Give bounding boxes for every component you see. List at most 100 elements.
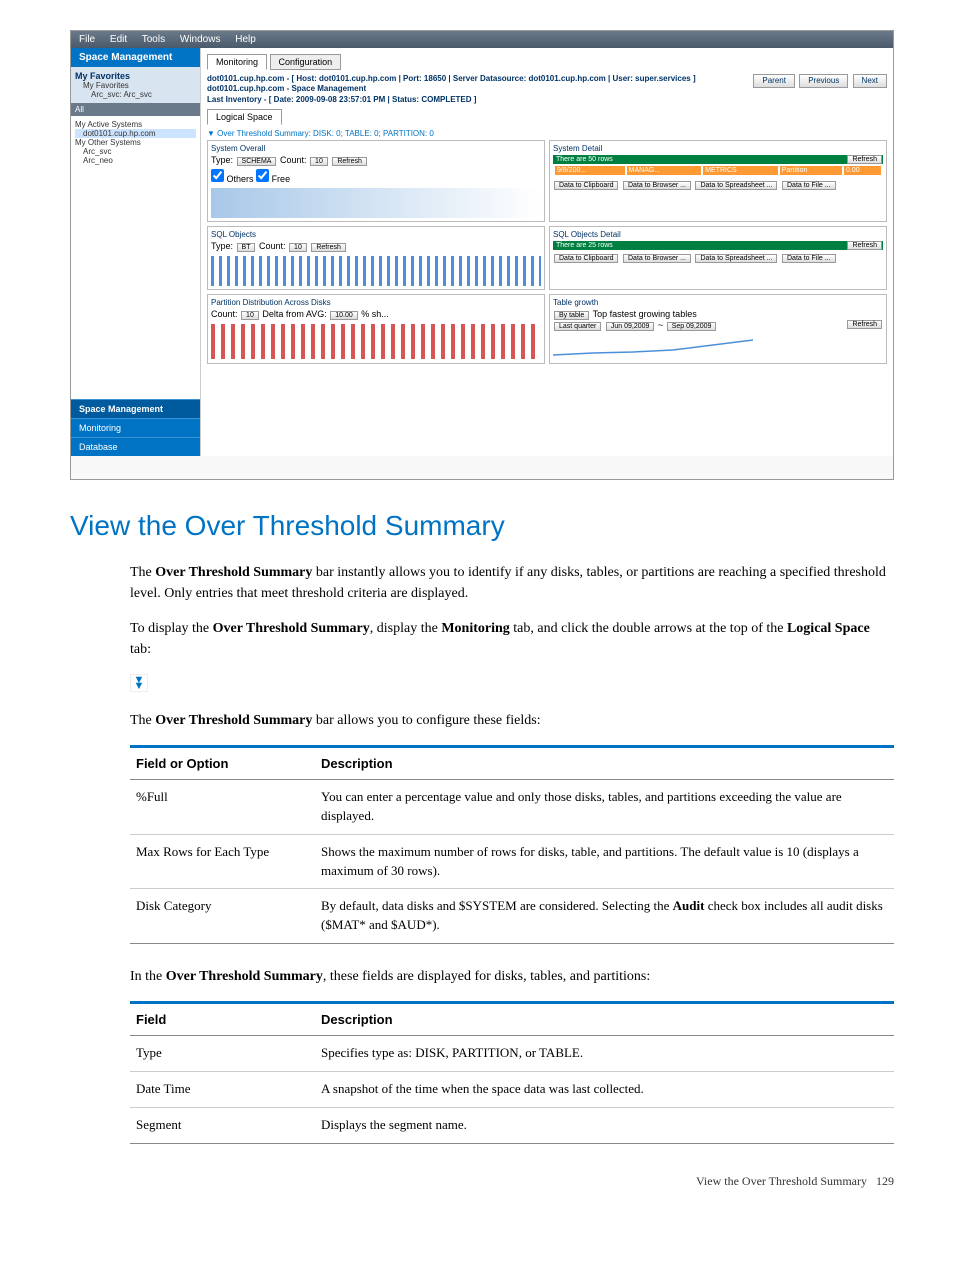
tab-configuration[interactable]: Configuration bbox=[270, 54, 342, 70]
sidebar-title: Space Management bbox=[71, 48, 200, 67]
panel-partition-dist: Partition Distribution Across Disks Coun… bbox=[207, 294, 545, 364]
info-line3: Last Inventory - [ Date: 2009-09-08 23:5… bbox=[207, 95, 476, 104]
expand-arrows-icon[interactable]: ▼ bbox=[207, 129, 215, 138]
count-input-3[interactable]: 10 bbox=[241, 311, 259, 320]
others-checkbox[interactable] bbox=[211, 169, 224, 182]
date-to[interactable]: Sep 09,2009 bbox=[667, 322, 717, 331]
type-select-2[interactable]: BT bbox=[237, 243, 256, 252]
tree-active-systems[interactable]: My Active Systems bbox=[75, 120, 196, 129]
spreadsheet-button-2[interactable]: Data to Spreadsheet ... bbox=[695, 254, 777, 263]
menubar: File Edit Tools Windows Help bbox=[71, 31, 893, 48]
delta-unit: % sh... bbox=[361, 309, 389, 319]
nav-monitoring[interactable]: Monitoring bbox=[71, 418, 200, 437]
fields-table-1: Field or Option Description %Full You ca… bbox=[130, 745, 894, 944]
table1-header-2: Description bbox=[315, 747, 894, 780]
delta-label: Delta from AVG: bbox=[262, 309, 326, 319]
paragraph-4: In the Over Threshold Summary, these fie… bbox=[130, 966, 894, 987]
panel-table-growth: Table growth By table Top fastest growin… bbox=[549, 294, 887, 364]
file-button[interactable]: Data to File ... bbox=[782, 181, 836, 190]
menu-file[interactable]: File bbox=[79, 34, 95, 45]
count-label-3: Count: bbox=[211, 309, 238, 319]
paragraph-2: To display the Over Threshold Summary, d… bbox=[130, 618, 894, 660]
clipboard-button-2[interactable]: Data to Clipboard bbox=[554, 254, 618, 263]
section-heading: View the Over Threshold Summary bbox=[70, 510, 894, 542]
fields-table-2: Field Description Type Specifies type as… bbox=[130, 1001, 894, 1144]
browser-button-2[interactable]: Data to Browser ... bbox=[623, 254, 691, 263]
spreadsheet-button[interactable]: Data to Spreadsheet ... bbox=[695, 181, 777, 190]
threshold-summary-text: Over Threshold Summary: DISK: 0; TABLE: … bbox=[217, 129, 434, 138]
t2r3c2: Displays the segment name. bbox=[315, 1107, 894, 1143]
t1r3c1: Disk Category bbox=[130, 889, 315, 944]
rows-banner-1: There are 50 rows bbox=[553, 155, 883, 164]
menu-edit[interactable]: Edit bbox=[110, 34, 127, 45]
t1r1c1: %Full bbox=[130, 780, 315, 835]
paragraph-3: The Over Threshold Summary bar allows yo… bbox=[130, 710, 894, 731]
count-input-2[interactable]: 10 bbox=[289, 243, 307, 252]
tab-monitoring[interactable]: Monitoring bbox=[207, 54, 267, 70]
footer-title: View the Over Threshold Summary bbox=[696, 1174, 867, 1188]
clipboard-button[interactable]: Data to Clipboard bbox=[554, 181, 618, 190]
nav-database[interactable]: Database bbox=[71, 437, 200, 456]
panel-sql-objects: SQL Objects Type: BT Count: 10 Refresh bbox=[207, 226, 545, 290]
t2r3c1: Segment bbox=[130, 1107, 315, 1143]
count-input[interactable]: 10 bbox=[310, 157, 328, 166]
menu-help[interactable]: Help bbox=[235, 34, 256, 45]
free-checkbox[interactable] bbox=[256, 169, 269, 182]
refresh-button-2[interactable]: Refresh bbox=[847, 155, 882, 164]
refresh-button-5[interactable]: Refresh bbox=[847, 320, 882, 329]
delta-input[interactable]: 10.00 bbox=[330, 311, 358, 320]
menu-tools[interactable]: Tools bbox=[142, 34, 165, 45]
t1r2c1: Max Rows for Each Type bbox=[130, 834, 315, 889]
all-header: All bbox=[71, 103, 200, 116]
free-label: Free bbox=[272, 174, 291, 184]
previous-button[interactable]: Previous bbox=[799, 74, 848, 88]
tree-host[interactable]: dot0101.cup.hp.com bbox=[75, 129, 196, 138]
next-button[interactable]: Next bbox=[853, 74, 887, 88]
app-screenshot: File Edit Tools Windows Help Space Manag… bbox=[70, 30, 894, 480]
page-footer: View the Over Threshold Summary 129 bbox=[70, 1174, 894, 1189]
file-button-2[interactable]: Data to File ... bbox=[782, 254, 836, 263]
table-row: Type Specifies type as: DISK, PARTITION,… bbox=[130, 1036, 894, 1072]
table-row: %Full You can enter a percentage value a… bbox=[130, 780, 894, 835]
t1r3c2: By default, data disks and $SYSTEM are c… bbox=[315, 889, 894, 944]
t1r1c2: You can enter a percentage value and onl… bbox=[315, 780, 894, 835]
tree-arc-svc[interactable]: Arc_svc bbox=[75, 147, 196, 156]
table2-header-1: Field bbox=[130, 1003, 315, 1036]
chart-bar-1 bbox=[211, 188, 541, 218]
count-label: Count: bbox=[280, 155, 307, 165]
main-content: Monitoring Configuration Parent Previous… bbox=[201, 48, 893, 456]
refresh-button-3[interactable]: Refresh bbox=[311, 243, 346, 252]
type-label-2: Type: bbox=[211, 241, 233, 251]
parent-button[interactable]: Parent bbox=[753, 74, 795, 88]
tree-other-systems[interactable]: My Other Systems bbox=[75, 138, 196, 147]
table-growth-title: Table growth bbox=[553, 298, 883, 307]
count-label-2: Count: bbox=[259, 241, 286, 251]
refresh-button-4[interactable]: Refresh bbox=[847, 241, 882, 250]
cell-3: METRICS bbox=[703, 166, 777, 175]
sql-objects-title: SQL Objects bbox=[211, 230, 541, 239]
fav-item-2[interactable]: Arc_svc: Arc_svc bbox=[75, 90, 196, 99]
tab-logical-space[interactable]: Logical Space bbox=[207, 109, 282, 125]
table1-header-1: Field or Option bbox=[130, 747, 315, 780]
fav-item-1[interactable]: My Favorites bbox=[75, 81, 196, 90]
panel-system-detail: System Detail Refresh There are 50 rows … bbox=[549, 140, 887, 222]
by-table-tab[interactable]: By table bbox=[554, 311, 589, 320]
table-row: Segment Displays the segment name. bbox=[130, 1107, 894, 1143]
period-select[interactable]: Last quarter bbox=[554, 322, 601, 331]
panel-system-overall: System Overall Type: SCHEMA Count: 10 Re… bbox=[207, 140, 545, 222]
sql-detail-title: SQL Objects Detail bbox=[553, 230, 883, 239]
t1r2c2: Shows the maximum number of rows for dis… bbox=[315, 834, 894, 889]
type-select[interactable]: SCHEMA bbox=[237, 157, 277, 166]
date-from[interactable]: Jun 09,2009 bbox=[606, 322, 655, 331]
menu-windows[interactable]: Windows bbox=[180, 34, 221, 45]
table-row: Disk Category By default, data disks and… bbox=[130, 889, 894, 944]
tree-arc-neo[interactable]: Arc_neo bbox=[75, 156, 196, 165]
system-detail-title: System Detail bbox=[553, 144, 883, 153]
nav-space-mgmt[interactable]: Space Management bbox=[71, 399, 200, 418]
browser-button[interactable]: Data to Browser ... bbox=[623, 181, 691, 190]
double-arrows-icon: ▼▼ bbox=[130, 674, 148, 692]
refresh-button-1[interactable]: Refresh bbox=[332, 157, 367, 166]
t2r2c1: Date Time bbox=[130, 1071, 315, 1107]
cell-4: Partition bbox=[780, 166, 842, 175]
table2-header-2: Description bbox=[315, 1003, 894, 1036]
